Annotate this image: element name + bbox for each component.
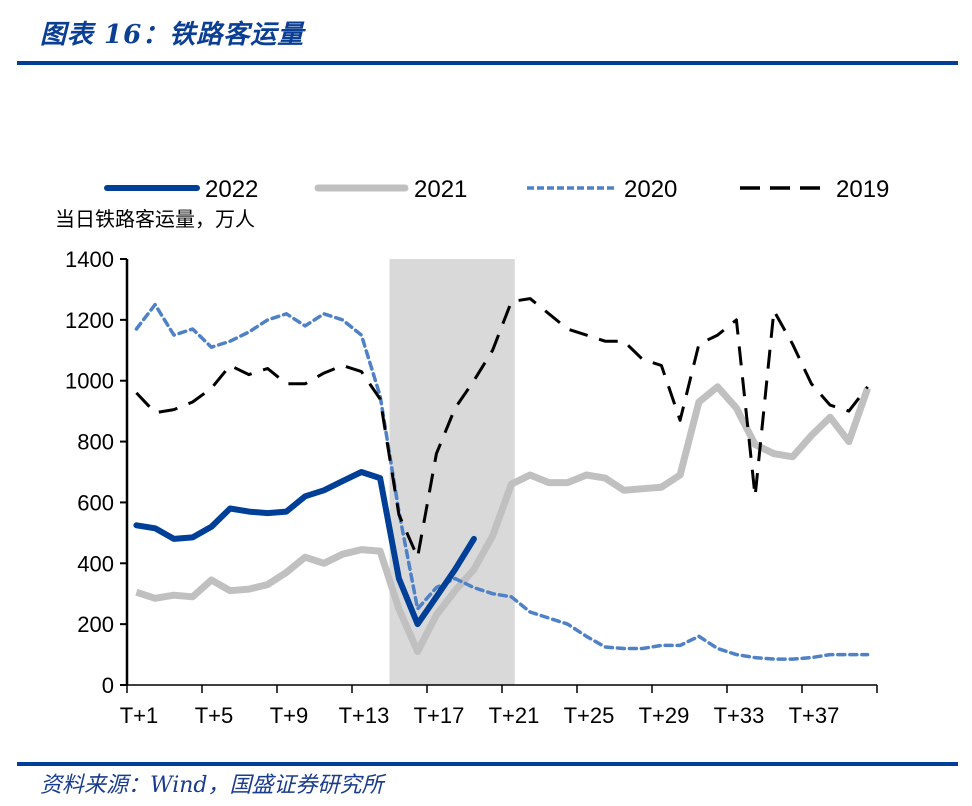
series-line-2021 [135, 383, 871, 655]
series-line-2022 [133, 469, 477, 628]
x-tick-label: T+17 [414, 703, 465, 728]
y-axis-label: 当日铁路客运量，万人 [55, 207, 255, 231]
x-tick-label: T+5 [195, 703, 234, 728]
x-tick-label: T+29 [639, 703, 690, 728]
shaded-period [389, 259, 515, 685]
x-tick-label: T+33 [714, 703, 765, 728]
bottom-divider [17, 762, 958, 766]
series-2022 [133, 469, 477, 628]
source-note: 资料来源：Wind，国盛证券研究所 [40, 773, 384, 798]
x-tick-label: T+1 [120, 703, 159, 728]
y-tick-label: 1000 [65, 369, 114, 394]
axes-layer: 0 200 400 600 800 1000 1200 1400 T+1 T+5 T+9 T+13 T+… [65, 247, 878, 728]
shaded-period-layer [389, 259, 515, 685]
series-2021 [135, 383, 871, 655]
line-chart: 0 200 400 600 800 1000 1200 1400 T+1 T+5 T+9 T+13 T+… [55, 176, 889, 728]
legend-label: 2020 [624, 176, 677, 203]
series-layer [133, 297, 871, 661]
legend-item-2021: 2021 [314, 176, 467, 203]
legend-item-2020: 2020 [527, 176, 677, 203]
y-tick-label: 600 [77, 490, 114, 515]
top-divider [17, 61, 958, 65]
y-tick-label: 1400 [65, 247, 114, 272]
series-2020 [134, 302, 870, 661]
series-line-2020 [134, 302, 870, 661]
legend-label: 2021 [414, 176, 467, 203]
legend-item-2022: 2022 [104, 176, 258, 203]
legend-label: 2022 [205, 176, 258, 203]
x-tick-label: T+13 [339, 703, 390, 728]
y-tick-label: 1200 [65, 308, 114, 333]
figure-title: 图表 16：铁路客运量 [40, 20, 305, 50]
x-tick-label: T+21 [489, 703, 540, 728]
legend: 2022 2021 2020 2019 [104, 176, 889, 203]
x-tick-label: T+25 [564, 703, 615, 728]
y-tick-label: 800 [77, 430, 114, 455]
y-tick-label: 200 [77, 612, 114, 637]
legend-label: 2019 [836, 176, 889, 203]
y-tick-label: 0 [102, 673, 114, 698]
x-tick-label: T+9 [270, 703, 309, 728]
legend-item-2019: 2019 [740, 176, 889, 203]
y-tick-label: 400 [77, 551, 114, 576]
x-tick-label: T+37 [789, 703, 840, 728]
